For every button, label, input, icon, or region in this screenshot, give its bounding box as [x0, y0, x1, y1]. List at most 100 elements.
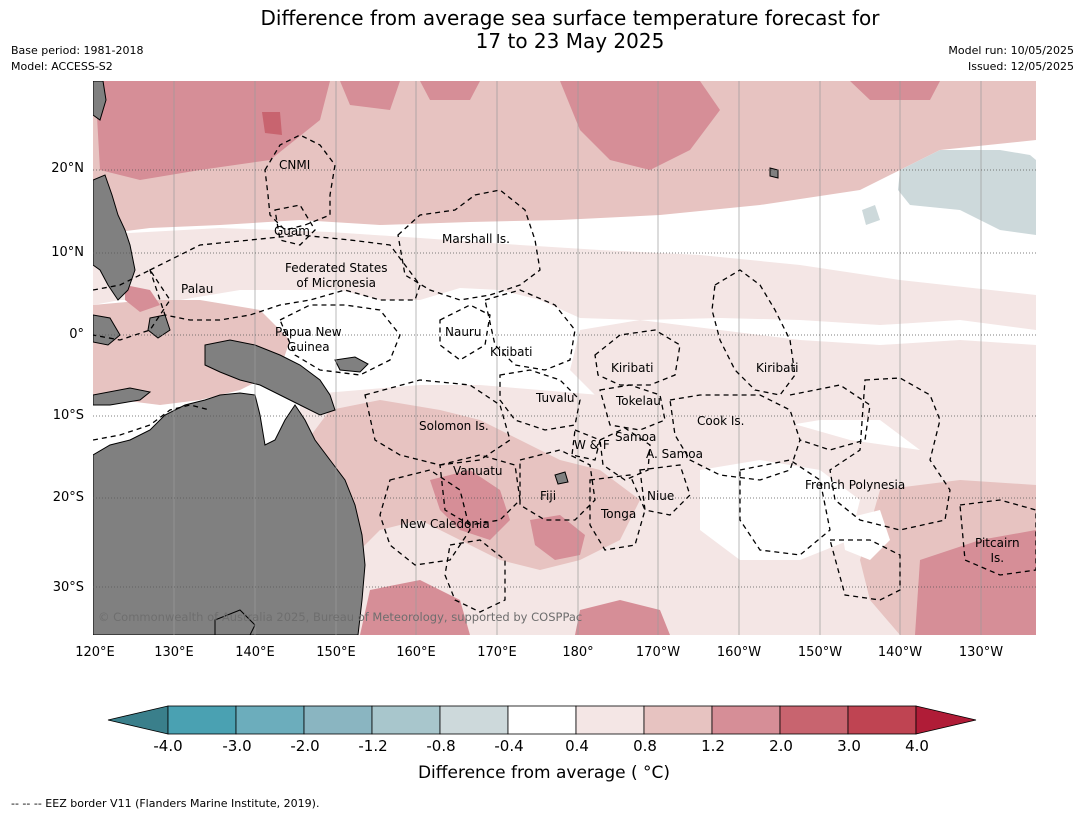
anomaly-patch-bottom-medium	[575, 600, 670, 635]
region-label-fsm: Federated States of Micronesia	[285, 261, 388, 290]
anomaly-patch-north-medium-4	[340, 81, 400, 110]
colorbar-segment	[303, 705, 373, 735]
region-label-pitcairn: Pitcairn Is.	[975, 536, 1020, 565]
lon-tick-170e: 170°E	[477, 645, 517, 660]
halmahera-land	[147, 314, 171, 339]
eez-borders	[93, 134, 1036, 613]
lon-gridlines	[173, 81, 982, 635]
colorbar-segment	[235, 705, 305, 735]
colorbar-label: Difference from average ( °C)	[417, 763, 671, 783]
colorbar-segment	[575, 705, 645, 735]
region-label-cook: Cook Is.	[697, 414, 745, 428]
colorbar-tick: -0.4	[494, 737, 524, 755]
lon-tick-140w: 140°W	[877, 645, 923, 660]
lon-tick-160e: 160°E	[396, 645, 436, 660]
region-label-niue: Niue	[647, 489, 675, 503]
region-label-solomon: Solomon Is.	[419, 419, 489, 433]
lon-tick-150e: 150°E	[316, 645, 356, 660]
anomaly-patch-neutral-southeast	[840, 510, 890, 560]
colorbar-segment	[711, 705, 781, 735]
model-run: Model run: 10/05/2025	[948, 44, 1074, 57]
meta-right: Model run: 10/05/2025 Issued: 12/05/2025	[948, 43, 1074, 75]
colorbar-tick: 3.0	[837, 737, 861, 755]
region-label-tonga: Tonga	[601, 507, 637, 521]
lon-tick-170w: 170°W	[635, 645, 681, 660]
fiji-land	[554, 471, 569, 485]
lon-tick-150w: 150°W	[797, 645, 843, 660]
colorbar-extend-high	[915, 705, 977, 735]
region-label-american-samoa: A. Samoa	[646, 447, 703, 461]
colorbar-segment	[643, 705, 713, 735]
anomaly-band-north-light	[93, 81, 1036, 235]
hawaii-land	[769, 167, 779, 179]
meta-left: Base period: 1981-2018 Model: ACCESS-S2	[11, 43, 143, 75]
base-period: Base period: 1981-2018	[11, 44, 144, 57]
title-line-2: 17 to 23 May 2025	[475, 29, 665, 53]
lat-tick-10s: 10°S	[52, 408, 84, 423]
colorbar-segment	[847, 705, 917, 735]
anomaly-patch-southwest-medium	[360, 580, 470, 635]
region-label-kiribati-west: Kiribati	[490, 345, 533, 359]
region-label-kiribati-central: Kiribati	[611, 361, 654, 375]
new-zealand-land	[214, 609, 256, 635]
lon-tick-180: 180°	[562, 645, 594, 660]
lat-gridlines	[93, 169, 1036, 588]
anomaly-patch-east-light	[570, 320, 1036, 470]
anomaly-patch-north-medium-5	[850, 81, 940, 100]
region-label-fiji: Fiji	[540, 489, 557, 503]
anomaly-patch-south-medium	[530, 515, 585, 560]
region-label-new-caledonia: New Caledonia	[400, 517, 490, 531]
lat-tick-20s: 20°S	[52, 490, 84, 505]
chart-title: Difference from average sea surface temp…	[0, 7, 1085, 53]
lon-tick-160w: 160°W	[716, 645, 762, 660]
anomaly-band-north-medium	[95, 81, 330, 180]
title-line-1: Difference from average sea surface temp…	[260, 6, 880, 30]
anomaly-patch-west-medium	[125, 285, 160, 312]
lat-tick-30s: 30°S	[52, 580, 84, 595]
colorbar-tick: 4.0	[905, 737, 929, 755]
philippines-land	[93, 174, 136, 301]
anomaly-patch-fiji-medium	[430, 470, 510, 540]
lat-tick-0: 0°	[69, 327, 84, 342]
colorbar-segment	[507, 705, 577, 735]
region-label-marshall: Marshall Is.	[442, 232, 510, 246]
anomaly-patch-cool-small	[862, 205, 880, 225]
colorbar-segment	[439, 705, 509, 735]
colorbar-tick: -1.2	[358, 737, 388, 755]
timor-land	[93, 387, 152, 406]
anomaly-patch-north-strong	[262, 112, 282, 135]
anomaly-patch-southeast-strong	[915, 530, 1036, 635]
australia-land	[93, 392, 366, 635]
colorbar-tick: -3.0	[222, 737, 252, 755]
lon-tick-130e: 130°E	[154, 645, 194, 660]
map-field	[93, 81, 1036, 635]
copyright-notice: © Commonwealth of Australia 2025, Bureau…	[98, 610, 583, 624]
anomaly-patch-cool-northeast	[898, 150, 1036, 235]
region-label-french-polynesia: French Polynesia	[805, 478, 906, 492]
colorbar-segments	[107, 705, 977, 735]
colorbar-tick: 2.0	[769, 737, 793, 755]
sulawesi-land	[93, 314, 121, 346]
colorbar-tick: 0.8	[633, 737, 657, 755]
region-label-cnmi: CNMI	[279, 158, 311, 172]
anomaly-patch-north-medium-3	[420, 81, 480, 100]
region-label-png: Papua New Guinea	[275, 325, 342, 354]
anomaly-band-tropics-light	[93, 228, 1036, 330]
region-label-tuvalu: Tuvalu	[536, 391, 575, 405]
sst-anomaly-map	[93, 81, 1036, 635]
colorbar-segment	[167, 705, 237, 735]
region-label-palau: Palau	[181, 282, 214, 296]
region-label-tokelau: Tokelau	[616, 394, 661, 408]
region-label-samoa: Samoa	[615, 430, 657, 444]
lon-tick-120e: 120°E	[75, 645, 115, 660]
colorbar-tick: -0.8	[426, 737, 456, 755]
colorbar-tick: 1.2	[701, 737, 725, 755]
region-label-vanuatu: Vanuatu	[453, 464, 503, 478]
colorbar-tick: -4.0	[153, 737, 183, 755]
region-label-wallis-futuna: W & F	[574, 438, 610, 452]
new-guinea-land	[204, 339, 336, 416]
model-name: Model: ACCESS-S2	[11, 60, 113, 73]
new-britain-land	[334, 356, 369, 373]
lon-tick-130w: 130°W	[958, 645, 1004, 660]
colorbar-extend-low	[107, 705, 169, 735]
